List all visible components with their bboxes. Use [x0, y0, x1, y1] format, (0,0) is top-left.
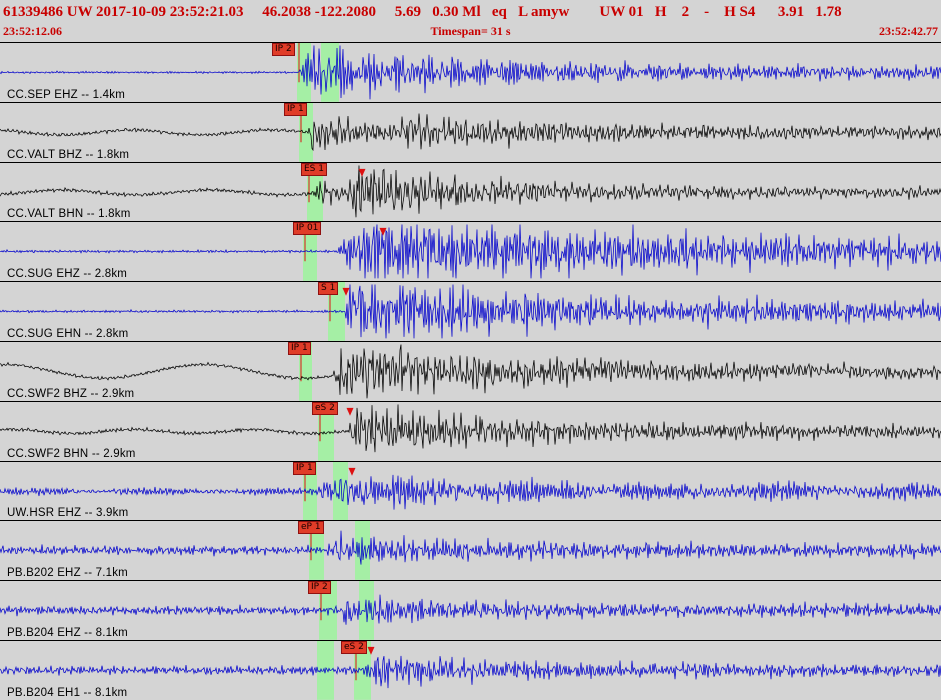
window-start-time: 23:52:12.06	[3, 24, 62, 38]
waveform-trace[interactable]	[0, 344, 941, 399]
waveform-trace[interactable]	[0, 165, 941, 217]
trace-row[interactable]: CC.SUG EHZ -- 2.8km IP 01	[0, 222, 941, 283]
trace-row[interactable]: PB.B204 EH1 -- 8.1km eS 2	[0, 640, 941, 700]
station-label: PB.B202 EHZ -- 7.1km	[7, 567, 128, 580]
waveform-trace[interactable]	[0, 655, 941, 689]
pick-marker-triangle[interactable]	[342, 288, 350, 296]
waveform-trace[interactable]	[0, 113, 941, 151]
trace-row[interactable]: PB.B204 EHZ -- 8.1km IP 2	[0, 581, 941, 641]
waveform-canvas[interactable]	[0, 222, 941, 282]
waveform-trace[interactable]	[0, 404, 941, 452]
pick-marker-triangle[interactable]	[358, 168, 366, 177]
pick-uncertainty-band	[318, 401, 334, 461]
station-label: CC.SUG EHN -- 2.8km	[7, 327, 129, 340]
time-header: 23:52:12.06 Timespan= 31 s 23:52:42.77	[0, 24, 941, 42]
station-label: CC.VALT BHN -- 1.8km	[7, 208, 131, 221]
trace-row[interactable]: CC.VALT BHZ -- 1.8km IP 1	[0, 102, 941, 163]
pick-flag[interactable]: eP 1	[298, 521, 324, 535]
pick-marker-triangle[interactable]	[379, 228, 387, 237]
station-label: CC.SWF2 BHZ -- 2.9km	[7, 387, 135, 400]
waveform-canvas[interactable]	[0, 162, 941, 222]
pick-uncertainty-band	[303, 461, 317, 521]
waveform-canvas[interactable]	[0, 521, 941, 581]
station-label: CC.SUG EHZ -- 2.8km	[7, 268, 128, 281]
waveform-trace[interactable]	[0, 45, 941, 100]
trace-row[interactable]: CC.VALT BHN -- 1.8km ES 1	[0, 162, 941, 223]
pick-uncertainty-band	[299, 341, 312, 401]
trace-panels: CC.SEP EHZ -- 1.4km IP 2 CC.VALT BHZ -- …	[0, 42, 941, 700]
pick-flag[interactable]: IP 1	[293, 461, 316, 475]
station-label: CC.VALT BHZ -- 1.8km	[7, 148, 130, 161]
waveform-canvas[interactable]	[0, 461, 941, 521]
pick-uncertainty-band	[333, 461, 348, 521]
pick-flag[interactable]: IP 01	[293, 222, 322, 236]
waveform-canvas[interactable]	[0, 581, 941, 640]
trace-row[interactable]: CC.SUG EHN -- 2.8km S 1	[0, 282, 941, 342]
station-label: PB.B204 EHZ -- 8.1km	[7, 626, 128, 639]
pick-marker-triangle[interactable]	[346, 407, 354, 416]
pick-flag[interactable]: eS 2	[341, 640, 367, 654]
pick-flag[interactable]: IP 1	[284, 102, 307, 116]
waveform-canvas[interactable]	[0, 102, 941, 162]
trace-row[interactable]: CC.SEP EHZ -- 1.4km IP 2	[0, 43, 941, 103]
station-label: UW.HSR EHZ -- 3.9km	[7, 507, 129, 520]
waveform-trace[interactable]	[0, 224, 941, 279]
window-end-time: 23:52:42.77	[879, 24, 938, 38]
pick-flag[interactable]: ES 1	[301, 162, 327, 176]
pick-flag[interactable]: IP 2	[308, 581, 331, 595]
waveform-trace[interactable]	[0, 530, 941, 566]
pick-flag[interactable]: IP 2	[272, 43, 295, 56]
station-label: CC.SWF2 BHN -- 2.9km	[7, 447, 136, 460]
timespan-label: Timespan= 31 s	[430, 24, 511, 38]
pick-uncertainty-band	[299, 102, 313, 162]
trace-row[interactable]: PB.B202 EHZ -- 7.1km eP 1	[0, 521, 941, 582]
waveform-trace[interactable]	[0, 594, 941, 625]
waveform-canvas[interactable]	[0, 341, 941, 401]
waveform-trace[interactable]	[0, 474, 941, 510]
trace-row[interactable]: UW.HSR EHZ -- 3.9km IP 1	[0, 461, 941, 522]
station-label: CC.SEP EHZ -- 1.4km	[7, 88, 125, 101]
event-header: 61339486 UW 2017-10-09 23:52:21.03 46.20…	[3, 4, 842, 20]
pick-marker-triangle[interactable]	[367, 646, 375, 655]
pick-marker-triangle[interactable]	[348, 467, 356, 476]
pick-flag[interactable]: IP 1	[288, 341, 311, 355]
trace-row[interactable]: CC.SWF2 BHZ -- 2.9km IP 1	[0, 341, 941, 402]
pick-flag[interactable]: eS 2	[312, 401, 338, 415]
pick-uncertainty-band	[354, 640, 371, 700]
station-label: PB.B204 EH1 -- 8.1km	[7, 686, 128, 699]
pick-flag[interactable]: S 1	[318, 282, 339, 296]
waveform-trace[interactable]	[0, 284, 941, 339]
waveform-canvas[interactable]	[0, 640, 941, 700]
waveform-canvas[interactable]	[0, 282, 941, 341]
waveform-canvas[interactable]	[0, 401, 941, 461]
waveform-canvas[interactable]	[0, 43, 941, 102]
trace-row[interactable]: CC.SWF2 BHN -- 2.9km eS 2	[0, 401, 941, 462]
pick-uncertainty-band	[319, 581, 337, 640]
